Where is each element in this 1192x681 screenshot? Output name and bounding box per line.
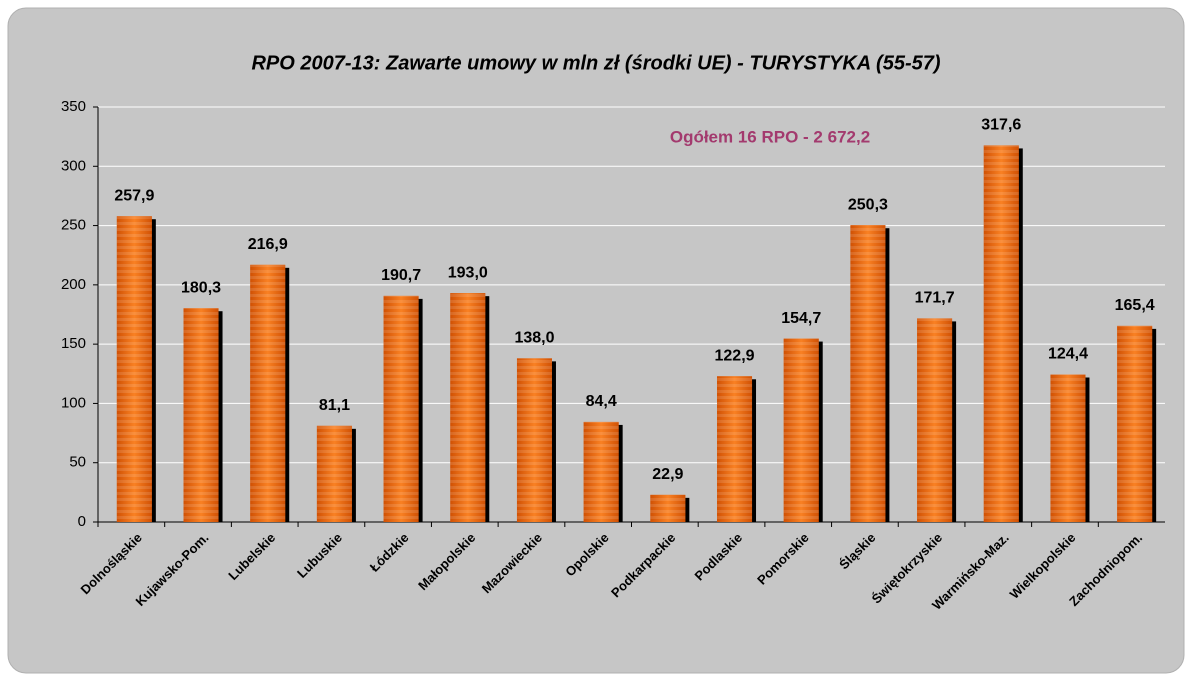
annotation: Ogółem 16 RPO - 2 672,2 [670, 127, 870, 146]
value-label: 171,7 [915, 290, 955, 307]
value-label: 257,9 [114, 187, 154, 204]
value-label: 124,4 [1048, 346, 1088, 363]
bar-texture [717, 376, 753, 522]
bar-texture [516, 358, 552, 522]
value-label: 138,0 [514, 330, 554, 347]
bar-texture [917, 318, 953, 522]
value-label: 122,9 [715, 347, 755, 364]
value-label: 22,9 [652, 466, 683, 483]
value-label: 216,9 [248, 236, 288, 253]
bar-texture [650, 494, 686, 522]
y-tick-label: 250 [61, 217, 86, 234]
panel [7, 7, 1185, 674]
y-tick-label: 50 [69, 454, 86, 471]
y-tick-label: 200 [61, 276, 86, 293]
bar-texture [450, 293, 486, 522]
bar-texture [316, 425, 352, 522]
bar-texture [383, 295, 419, 522]
value-label: 250,3 [848, 196, 888, 213]
chart-title: RPO 2007-13: Zawarte umowy w mln zł (śro… [251, 52, 940, 74]
y-tick-label: 150 [61, 335, 86, 352]
value-label: 84,4 [586, 393, 617, 410]
y-tick-label: 350 [61, 98, 86, 115]
bar-texture [183, 308, 219, 522]
bar-texture [116, 216, 152, 522]
y-tick-label: 0 [78, 513, 86, 530]
y-tick-label: 300 [61, 157, 86, 174]
value-label: 165,4 [1115, 297, 1155, 314]
bar-texture [850, 225, 886, 523]
value-label: 317,6 [981, 117, 1021, 134]
bar-texture [583, 421, 619, 522]
bar-texture [1117, 325, 1153, 522]
bar-texture [783, 338, 819, 522]
bar-texture [983, 145, 1019, 522]
value-label: 81,1 [319, 397, 350, 414]
value-label: 193,0 [448, 264, 488, 281]
value-label: 154,7 [781, 310, 821, 327]
value-label: 180,3 [181, 279, 221, 296]
value-label: 190,7 [381, 267, 421, 284]
bar-texture [1050, 374, 1086, 522]
y-tick-label: 100 [61, 394, 86, 411]
bar-texture [250, 264, 286, 522]
